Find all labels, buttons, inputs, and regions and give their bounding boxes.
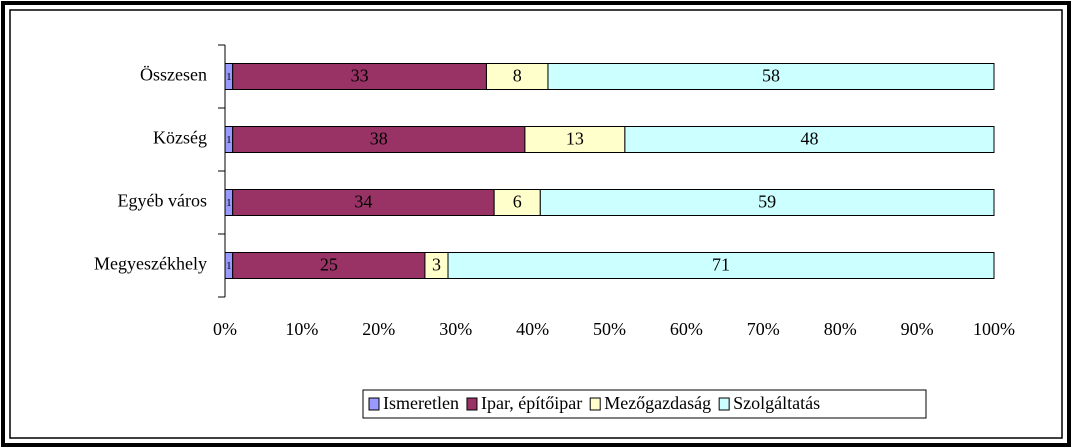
data-label: 33 bbox=[351, 66, 369, 86]
data-label: 48 bbox=[800, 129, 818, 149]
data-label: 34 bbox=[354, 192, 372, 212]
data-label: 58 bbox=[762, 66, 780, 86]
data-label: 13 bbox=[566, 129, 584, 149]
data-label: 1 bbox=[226, 134, 232, 146]
data-label: 71 bbox=[712, 255, 730, 275]
x-tick-label: 50% bbox=[593, 319, 626, 339]
bar-segment bbox=[547, 63, 995, 90]
data-label: 8 bbox=[513, 66, 522, 86]
y-tick-label: Község bbox=[153, 128, 207, 148]
bar-segment bbox=[524, 126, 626, 153]
bar-segment bbox=[232, 189, 495, 216]
legend-swatch bbox=[589, 397, 601, 411]
x-tick-label: 0% bbox=[213, 319, 237, 339]
data-label: 59 bbox=[758, 192, 776, 212]
x-tick-label: 60% bbox=[670, 319, 703, 339]
data-label: 3 bbox=[432, 255, 441, 275]
legend-label: Szolgáltatás bbox=[733, 393, 820, 413]
bar-segment bbox=[232, 126, 526, 153]
bar-segment bbox=[539, 189, 995, 216]
x-tick-label: 40% bbox=[516, 319, 549, 339]
x-tick-label: 10% bbox=[285, 319, 318, 339]
data-label: 38 bbox=[370, 129, 388, 149]
x-tick-label: 80% bbox=[824, 319, 857, 339]
x-tick-label: 20% bbox=[362, 319, 395, 339]
bar-segment bbox=[624, 126, 995, 153]
data-label: 6 bbox=[513, 192, 522, 212]
inner-frame bbox=[9, 9, 1063, 439]
data-label: 1 bbox=[226, 71, 232, 83]
legend-box bbox=[362, 389, 927, 419]
bar-segment bbox=[232, 63, 487, 90]
legend-label: Ismeretlen bbox=[383, 393, 459, 413]
x-tick-label: 90% bbox=[901, 319, 934, 339]
y-tick-label: Egyéb város bbox=[118, 191, 207, 211]
y-tick-label: Megyeszékhely bbox=[94, 254, 207, 274]
data-label: 1 bbox=[226, 260, 232, 272]
legend-swatch bbox=[368, 397, 380, 411]
legend-label: Mezőgazdaság bbox=[604, 393, 711, 413]
x-tick-label: 70% bbox=[747, 319, 780, 339]
data-label: 25 bbox=[320, 255, 338, 275]
bar-segment bbox=[447, 252, 995, 279]
x-tick-label: 30% bbox=[439, 319, 472, 339]
legend-swatch bbox=[718, 397, 730, 411]
x-tick-label: 100% bbox=[973, 319, 1015, 339]
y-tick-label: Összesen bbox=[140, 65, 207, 85]
data-label: 1 bbox=[226, 197, 232, 209]
legend-swatch bbox=[466, 397, 478, 411]
legend-label: Ipar, építőipar bbox=[481, 393, 582, 413]
